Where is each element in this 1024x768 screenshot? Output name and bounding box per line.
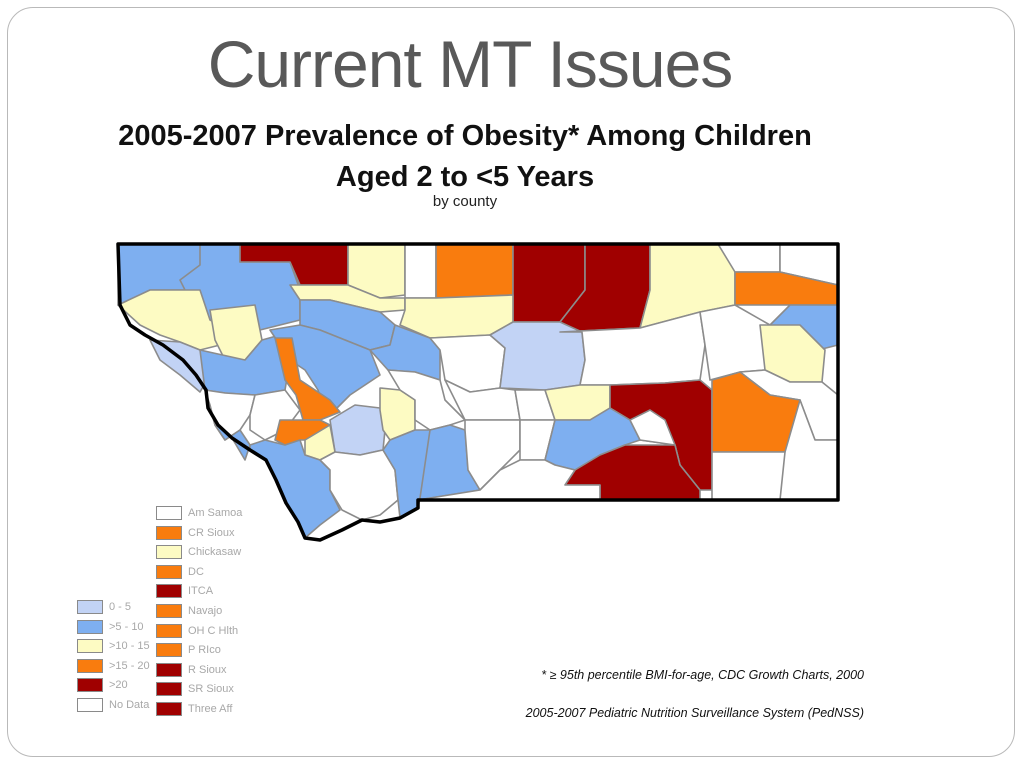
legend-tribe-item: Three Aff xyxy=(156,701,232,717)
legend-range-swatch xyxy=(77,658,103,673)
legend-tribe-swatch xyxy=(156,525,182,540)
legend-tribe-label: Am Samoa xyxy=(188,507,243,519)
legend-tribe-label: P RIco xyxy=(188,644,221,657)
legend-range-swatch xyxy=(77,698,103,712)
footnote-definition: * ≥ 95th percentile BMI-for-age, CDC Gro… xyxy=(541,668,864,682)
legend-tribe-swatch xyxy=(156,682,182,697)
legend-tribe-label: Chickasaw xyxy=(188,546,242,559)
legend-tribe-item: P RIco xyxy=(156,642,221,658)
legend-tribe-item: OH C Hlth xyxy=(156,623,238,639)
map-title-line1: 2005-2007 Prevalence of Obesity* Among C… xyxy=(118,120,812,152)
legend-range-item: >5 - 10 xyxy=(77,619,144,635)
legend-tribe-label: CR Sioux xyxy=(188,526,235,539)
legend-tribe-item: R Sioux xyxy=(156,662,227,678)
legend-range-item: >20 xyxy=(77,677,128,693)
legend-tribe-swatch xyxy=(156,623,182,638)
map-subtitle: by county xyxy=(432,193,498,210)
legend-tribe-label: DC xyxy=(188,565,204,578)
legend-range-label: >20 xyxy=(109,679,128,692)
legend-tribe-label: OH C Hlth xyxy=(188,624,239,637)
county-region xyxy=(711,451,786,501)
county-region xyxy=(249,389,301,441)
map-title-line2: Aged 2 to <5 Years xyxy=(335,161,595,193)
legend-range-label: 0 - 5 xyxy=(109,601,132,613)
county-layer xyxy=(117,243,839,539)
legend-tribe-label: R Sioux xyxy=(188,663,227,676)
county-region xyxy=(435,243,514,299)
legend-tribe-swatch xyxy=(156,545,182,560)
footnote-source: 2005-2007 Pediatric Nutrition Surveillan… xyxy=(525,706,864,720)
legend-range-label: >15 - 20 xyxy=(109,659,150,672)
legend-range-item: >10 - 15 xyxy=(77,638,150,654)
legend-range-swatch xyxy=(77,639,103,654)
legend-range-label: >10 - 15 xyxy=(109,640,150,653)
county-region xyxy=(699,304,771,381)
legend-tribe-swatch xyxy=(156,564,182,579)
legend-tribe-item: Navajo xyxy=(156,603,222,619)
legend-tribe-item: SR Sioux xyxy=(156,681,234,697)
county-region xyxy=(269,324,381,413)
legend-range-item: 0 - 5 xyxy=(77,599,131,615)
county-region xyxy=(274,337,341,421)
legend-tribe-swatch xyxy=(156,662,182,677)
legend-range-item: >15 - 20 xyxy=(77,658,150,674)
legend-tribe-item: ITCA xyxy=(156,583,213,599)
legend-tribe-label: Three Aff xyxy=(188,703,233,715)
legend-range-label: >5 - 10 xyxy=(109,620,144,633)
legend-range-swatch xyxy=(77,600,103,614)
legend-range-swatch xyxy=(77,678,103,693)
county-region xyxy=(319,449,399,521)
legend-tribe-swatch xyxy=(156,643,182,658)
legend-range-item: No Data xyxy=(77,697,149,713)
county-region xyxy=(404,243,437,299)
legend-tribe-label: ITCA xyxy=(188,585,214,598)
legend-tribe-swatch xyxy=(156,702,182,716)
legend-tribe-item: DC xyxy=(156,564,204,580)
legend-tribe-item: CR Sioux xyxy=(156,525,234,541)
legend-tribe-swatch xyxy=(156,584,182,599)
legend-tribe-swatch xyxy=(156,506,182,520)
legend-tribe-item: Chickasaw xyxy=(156,544,241,560)
county-region xyxy=(629,409,676,446)
state-outline xyxy=(116,242,840,542)
legend-range-label: No Data xyxy=(109,699,150,711)
legend-tribe-label: SR Sioux xyxy=(188,683,234,696)
slide-title: Current MT Issues xyxy=(207,27,734,101)
legend-tribe-item: Am Samoa xyxy=(156,505,242,521)
legend-tribe-label: Navajo xyxy=(188,605,223,617)
legend-tribe-swatch xyxy=(156,604,182,618)
legend-range-swatch xyxy=(77,619,103,634)
